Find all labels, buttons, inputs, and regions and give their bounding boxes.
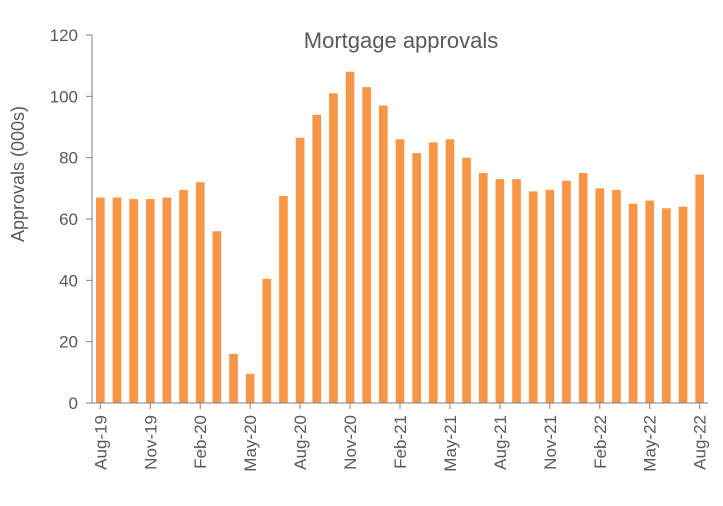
x-tick-label: Aug-19 (91, 415, 110, 470)
x-axis: Aug-19 Nov-19 Feb-20 May-20 Aug-20 Nov-20 Feb-… (91, 402, 710, 472)
chart-title: Mortgage approvals (304, 28, 498, 53)
bar-mar-22 (612, 189, 621, 403)
bar-dec-21 (562, 180, 571, 403)
x-tick-label: Feb-20 (191, 415, 210, 469)
bar-jun-22 (662, 208, 671, 403)
x-tick-label: Feb-22 (591, 415, 610, 469)
bar-jan-22 (578, 173, 588, 403)
bar-oct-21 (528, 191, 538, 403)
y-tick-label: 40 (59, 271, 78, 290)
bar-apr-21 (428, 142, 438, 403)
y-axis: 0 20 40 60 80 100 120 (50, 26, 93, 413)
bar-aug-22 (695, 174, 705, 403)
x-tick-label: Aug-22 (691, 415, 710, 470)
bar-feb-21 (395, 139, 405, 403)
x-tick-label: Aug-21 (491, 415, 510, 470)
y-axis-title: Approvals (000s) (8, 106, 28, 242)
x-tick-label: Nov-20 (341, 415, 360, 470)
x-tick-label: Nov-21 (541, 415, 560, 470)
bar-feb-22 (595, 188, 605, 403)
bar-may-20 (245, 373, 255, 403)
bar-dec-20 (362, 87, 372, 403)
y-tick-label: 20 (59, 333, 78, 352)
bar-mar-20 (212, 231, 222, 403)
x-tick-label: May-20 (241, 415, 260, 472)
bar-aug-20 (295, 137, 305, 404)
bar-mar-21 (412, 153, 421, 403)
bar-nov-21 (545, 189, 555, 403)
bar-sep-21 (512, 179, 521, 403)
bar-jul-21 (478, 173, 488, 403)
bar-may-21 (445, 139, 455, 403)
bar-sep-19 (112, 197, 122, 403)
x-tick-label: May-21 (441, 415, 460, 472)
bars (96, 71, 705, 404)
x-tick-label: Nov-19 (141, 415, 160, 470)
bar-jul-22 (678, 206, 688, 403)
bar-nov-19 (145, 199, 155, 403)
bar-apr-22 (628, 203, 638, 403)
bar-jul-20 (279, 196, 288, 403)
bar-jun-20 (262, 278, 272, 403)
y-tick-label: 60 (59, 210, 78, 229)
y-tick-label: 80 (59, 149, 78, 168)
bar-aug-21 (495, 179, 505, 403)
bar-aug-19 (96, 197, 105, 403)
x-tick-label: May-22 (641, 415, 660, 472)
bar-oct-20 (329, 93, 338, 404)
bar-dec-19 (162, 197, 172, 403)
y-tick-label: 120 (50, 26, 78, 45)
x-tick-label: Feb-21 (391, 415, 410, 469)
bar-nov-20 (345, 71, 355, 404)
y-tick-label: 0 (69, 394, 78, 413)
y-tick-label: 100 (50, 87, 78, 106)
bar-oct-19 (129, 199, 138, 403)
bar-apr-20 (229, 353, 238, 403)
x-tick-label: Aug-20 (291, 415, 310, 470)
bar-jan-20 (179, 189, 188, 403)
bar-jun-21 (462, 157, 471, 403)
bar-feb-20 (195, 182, 205, 403)
bar-sep-20 (312, 114, 322, 403)
bar-jan-21 (379, 105, 388, 403)
bar-may-22 (645, 200, 655, 403)
